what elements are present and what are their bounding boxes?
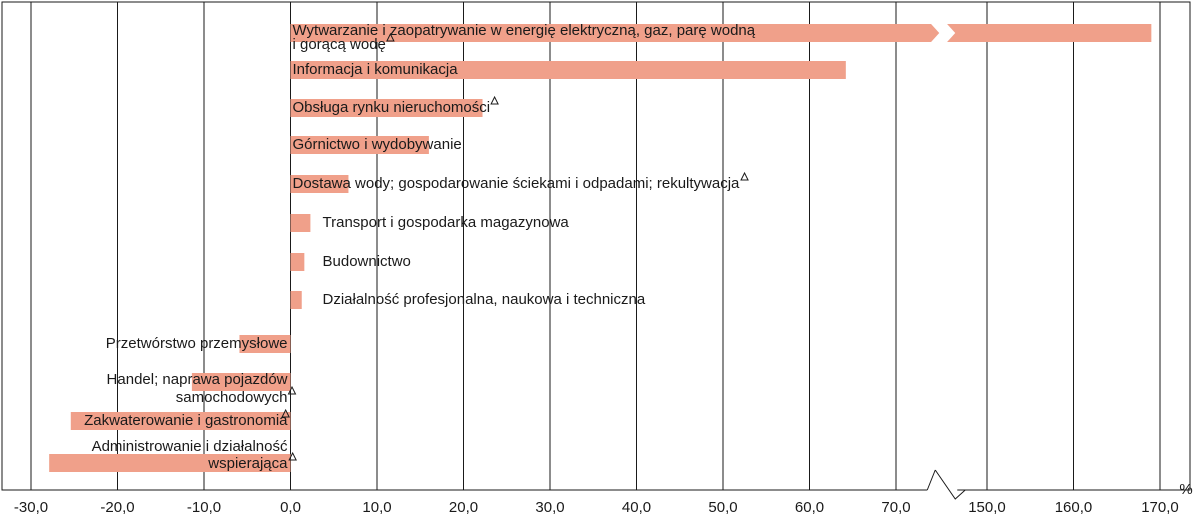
- category-label: Przetwórstwo przemysłowe: [106, 335, 288, 352]
- x-tick-label: 10,0: [362, 499, 391, 516]
- x-tick-label: 50,0: [708, 499, 737, 516]
- note-marker: [281, 408, 290, 418]
- bar: [239, 335, 291, 353]
- x-tick-label: -20,0: [100, 499, 134, 516]
- x-tick-label: -10,0: [187, 499, 221, 516]
- category-label: Działalność profesjonalna, naukowa i tec…: [323, 291, 646, 308]
- category-label: Górnictwo i wydobywanie: [293, 136, 462, 153]
- category-label: Budownictwo: [323, 253, 411, 270]
- bar: [290, 136, 429, 154]
- category-label: Handel; naprawa pojazdów: [107, 371, 288, 388]
- bar: [191, 373, 291, 391]
- x-tick-label: 60,0: [795, 499, 824, 516]
- x-unit: %: [1179, 481, 1192, 498]
- category-label: Informacja i komunikacja: [293, 61, 459, 78]
- bar: [290, 291, 302, 309]
- bar: [290, 253, 305, 271]
- note-marker: [490, 95, 499, 105]
- category-label: Dostawa wody; gospodarowanie ściekami i …: [293, 175, 741, 192]
- x-tick-label: 150,0: [968, 499, 1006, 516]
- category-label: Administrowanie i działalność: [92, 438, 288, 455]
- bar: [49, 454, 291, 472]
- plot-frame: [1, 1, 1191, 491]
- x-tick-label: 20,0: [449, 499, 478, 516]
- x-tick-label: 170,0: [1141, 499, 1179, 516]
- category-label: samochodowych: [176, 389, 288, 406]
- category-label: Zakwaterowanie i gastronomia: [84, 412, 288, 429]
- category-label: i gorącą wodę: [293, 36, 386, 53]
- note-marker: [740, 171, 749, 181]
- axis-break: [926, 469, 966, 500]
- category-label: Wytwarzanie i zaopatrywanie w energię el…: [293, 22, 756, 39]
- bar: [70, 412, 291, 430]
- bar: [290, 99, 483, 117]
- bar: [290, 175, 349, 193]
- x-tick-label: 30,0: [535, 499, 564, 516]
- x-tick-label: 40,0: [622, 499, 651, 516]
- category-label: Obsługa rynku nieruchomości: [293, 99, 491, 116]
- x-tick-label: -30,0: [14, 499, 48, 516]
- x-tick-label: 70,0: [881, 499, 910, 516]
- category-label: Transport i gospodarka magazynowa: [323, 214, 570, 231]
- bar-break: [929, 22, 956, 44]
- bar: [290, 214, 311, 232]
- axis-break-cover: [927, 489, 958, 492]
- note-marker: [386, 32, 395, 42]
- note-marker: [288, 451, 297, 461]
- bar: [290, 61, 846, 79]
- x-tick-label: 0,0: [280, 499, 301, 516]
- category-label: wspierająca: [207, 455, 288, 472]
- note-marker: [287, 385, 297, 395]
- x-tick-label: 160,0: [1055, 499, 1093, 516]
